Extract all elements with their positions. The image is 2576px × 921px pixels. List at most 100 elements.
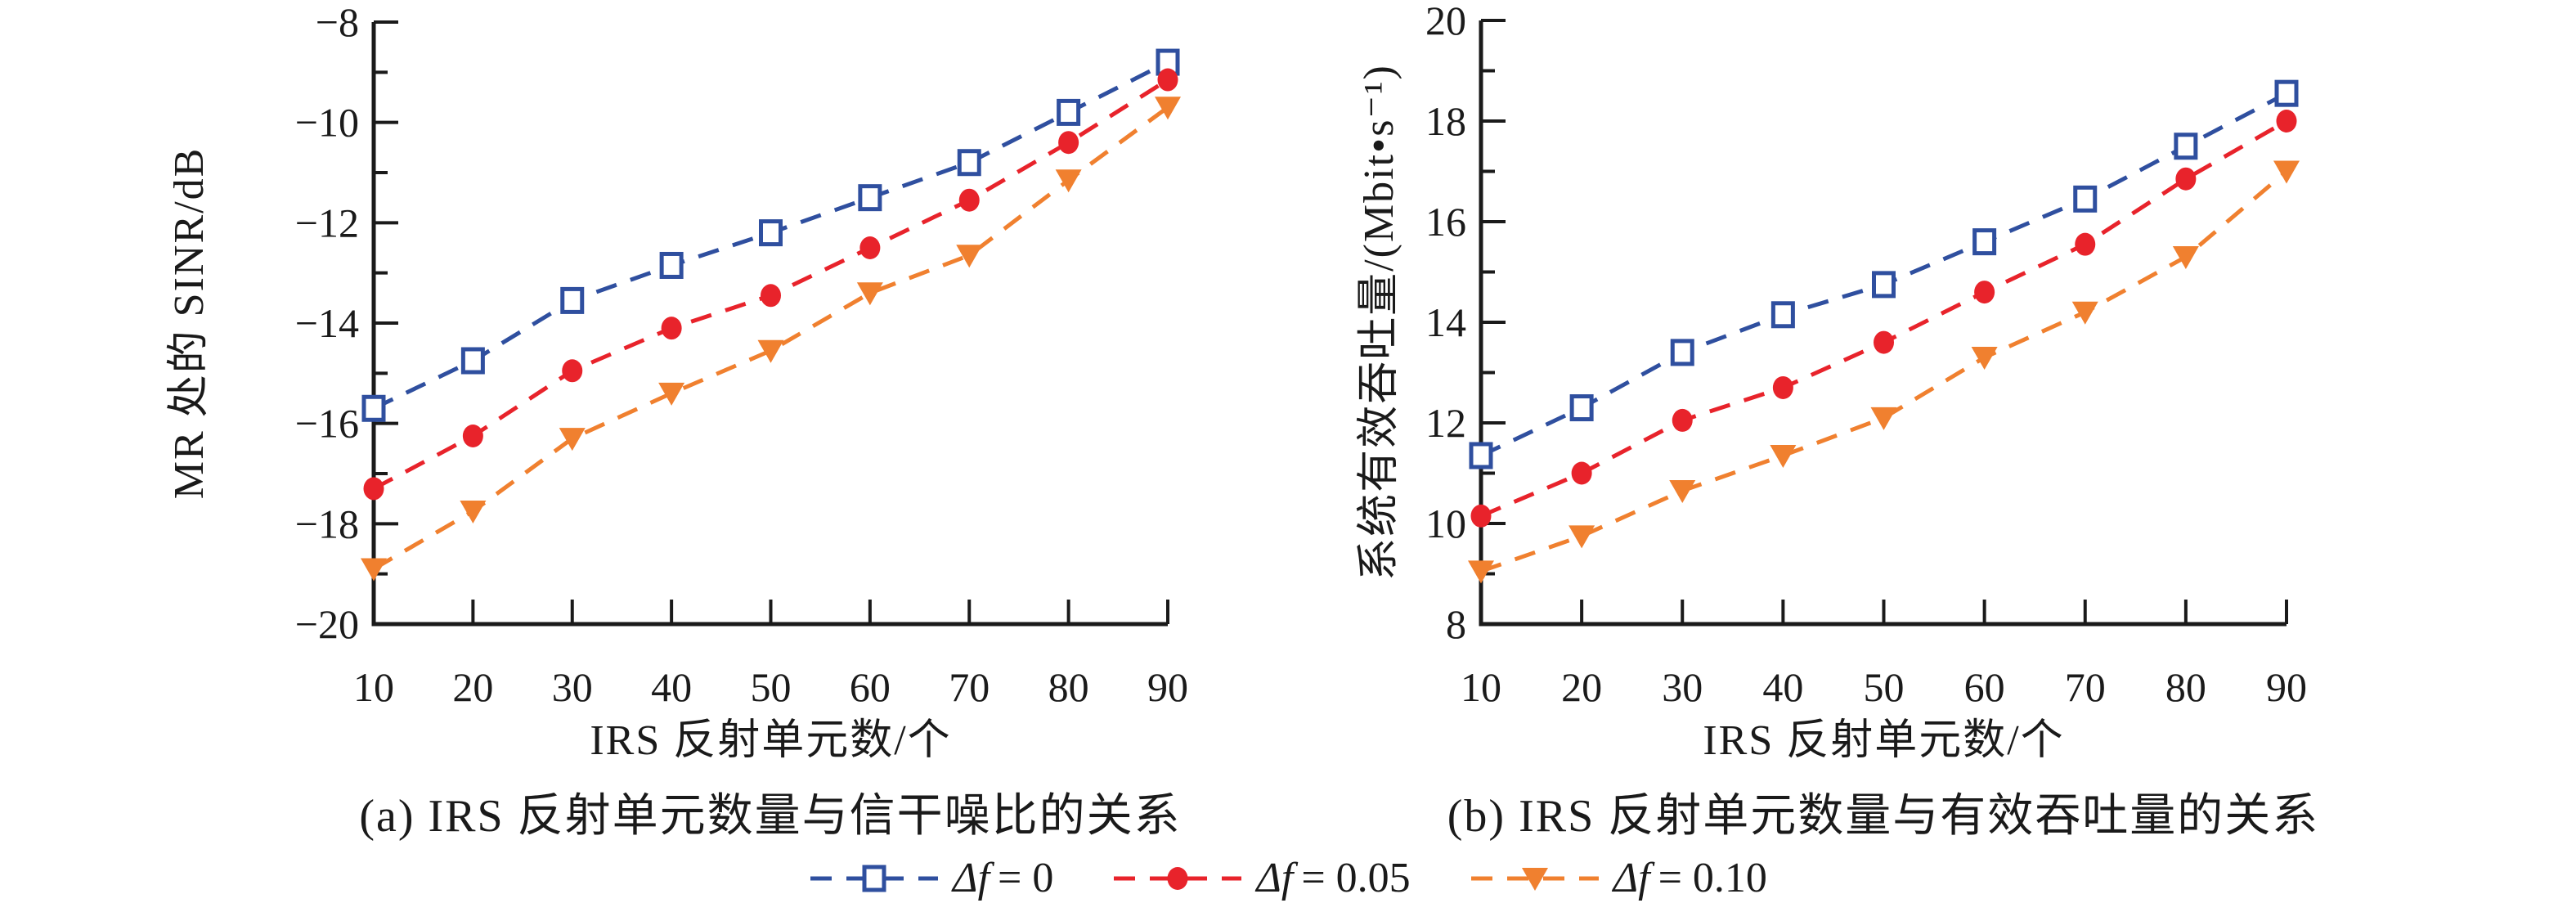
triangle-down-marker-icon <box>1669 480 1696 504</box>
triangle-down-marker-icon <box>2172 246 2199 270</box>
x-tick-label: 30 <box>1662 664 1703 710</box>
legend-value: = 0.10 <box>1658 855 1767 901</box>
y-tick-label: −8 <box>316 0 359 45</box>
circle-marker-icon <box>1874 330 1894 354</box>
x-tick-label: 30 <box>552 664 593 710</box>
legend-item-df0: Δf = 0 <box>809 850 1053 907</box>
x-tick-label: 20 <box>1561 664 1602 710</box>
series-square <box>361 48 1180 422</box>
circle-marker-icon <box>363 477 384 501</box>
triangle-down-marker-icon <box>2071 301 2098 325</box>
legend-label: Δf = 0 <box>953 854 1053 902</box>
square-marker-icon <box>1469 442 1493 469</box>
square-marker-icon <box>659 251 684 279</box>
x-tick-label: 10 <box>1461 664 1501 710</box>
y-tick-label: 20 <box>1425 0 1466 43</box>
square-marker-icon <box>560 286 585 314</box>
y-tick-label: −10 <box>295 100 359 146</box>
legend-marker-circle-icon <box>1114 866 1242 890</box>
square-marker-icon <box>361 394 386 422</box>
chart-a-sinr-plot: −8 −10 −12 −14 −16 −18 −20 10 20 30 40 50 60 70 80 90 IR… <box>166 0 1188 764</box>
y-tick-label: 12 <box>1425 400 1466 446</box>
circle-marker-icon <box>1167 866 1188 890</box>
y-tick-label: −18 <box>295 501 359 546</box>
circle-marker-icon <box>1571 461 1592 485</box>
x-tick-label: 90 <box>2266 664 2307 710</box>
legend-label: Δf = 0.05 <box>1256 854 1410 902</box>
series-circle <box>1470 110 2297 528</box>
circle-marker-icon <box>2075 232 2096 256</box>
circle-marker-icon <box>462 425 483 447</box>
circle-marker-icon <box>2175 167 2197 191</box>
y-tick-label: 14 <box>1425 299 1466 345</box>
y-tick-label: −14 <box>295 300 359 346</box>
triangle-down-marker-icon <box>1870 407 1897 430</box>
delta-f-symbol: Δf <box>1613 855 1650 901</box>
x-tick-label: 40 <box>1762 664 1803 710</box>
triangle-down-marker-icon <box>1055 169 1082 193</box>
y-tick-label: −12 <box>295 200 359 245</box>
square-marker-icon <box>759 219 783 247</box>
triangle-down-marker-icon <box>757 339 784 363</box>
y-tick-label: 18 <box>1425 98 1466 144</box>
square-marker-icon <box>2274 79 2299 107</box>
square-marker-icon <box>1872 271 1896 299</box>
square-marker-icon <box>1670 339 1694 366</box>
caption-chart-a: (a) IRS 反射单元数量与信干噪比的关系 <box>359 791 1182 842</box>
circle-marker-icon <box>661 317 682 340</box>
y-axis-title: MR 处的 SINR/dB <box>166 147 213 500</box>
triangle-down-marker-icon <box>1155 97 1181 120</box>
square-marker-icon <box>1569 394 1594 422</box>
caption-chart-b: (b) IRS 反射单元数量与有效吞吐量的关系 <box>1447 791 2320 842</box>
triangle-down-marker-icon <box>1971 347 1998 371</box>
circle-marker-icon <box>1470 504 1492 528</box>
triangle-down-marker-icon <box>460 501 487 523</box>
y-tick-label: −16 <box>295 401 359 447</box>
x-tick-label: 20 <box>452 664 493 710</box>
x-axis-title: IRS 反射单元数/个 <box>590 717 951 764</box>
circle-marker-icon <box>2276 110 2297 133</box>
y-tick-label: 10 <box>1425 501 1466 546</box>
square-marker-icon <box>858 184 882 212</box>
triangle-down-marker-icon <box>361 558 387 582</box>
x-axis-title: IRS 反射单元数/个 <box>1703 717 2064 764</box>
series-line <box>372 106 1169 571</box>
series-square <box>1469 79 2299 469</box>
triangle-down-marker-icon <box>559 428 586 452</box>
delta-f-symbol: Δf <box>1256 855 1294 901</box>
square-marker-icon <box>1770 301 1795 329</box>
x-tick-label: 70 <box>2065 664 2106 710</box>
x-tick-label: 70 <box>949 664 990 710</box>
circle-marker-icon <box>958 188 980 212</box>
circle-marker-icon <box>1974 281 1995 304</box>
triangle-down-marker-icon <box>1770 444 1797 468</box>
triangle-down-marker-icon <box>856 282 883 306</box>
circle-marker-icon <box>1772 375 1793 399</box>
delta-f-symbol: Δf <box>953 855 990 901</box>
legend-item-df005: Δf = 0.05 <box>1112 850 1411 907</box>
legend: Δf = 0 Δf = 0.05 Δf = 0.10 <box>0 839 2576 917</box>
x-tick-label: 90 <box>1147 664 1188 710</box>
circle-marker-icon <box>761 284 781 308</box>
x-tick-label: 50 <box>1864 664 1905 710</box>
axis-lines <box>1479 20 2287 627</box>
circle-marker-icon <box>1058 131 1079 155</box>
legend-marker-triangle-icon <box>1470 867 1599 891</box>
triangle-down-marker-icon <box>956 245 983 268</box>
series-circle <box>363 68 1178 501</box>
square-marker-icon <box>957 149 981 177</box>
series-triangle <box>361 97 1181 582</box>
triangle-down-marker-icon <box>2273 160 2300 184</box>
circle-marker-icon <box>562 359 583 383</box>
triangle-down-marker-icon <box>658 382 685 406</box>
square-marker-icon <box>1057 98 1081 126</box>
legend-item-df010: Δf = 0.10 <box>1470 850 1767 907</box>
triangle-down-marker-icon <box>1568 525 1595 549</box>
y-axis-title: 系统有效吞吐量/(Mbit•s⁻¹) <box>1356 64 1402 581</box>
x-tick-label: 60 <box>850 664 891 710</box>
legend-value: = 0 <box>998 855 1054 901</box>
x-tick-label: 60 <box>1964 664 2005 710</box>
series-line <box>1480 169 2288 573</box>
y-tick-label: 16 <box>1425 199 1466 245</box>
